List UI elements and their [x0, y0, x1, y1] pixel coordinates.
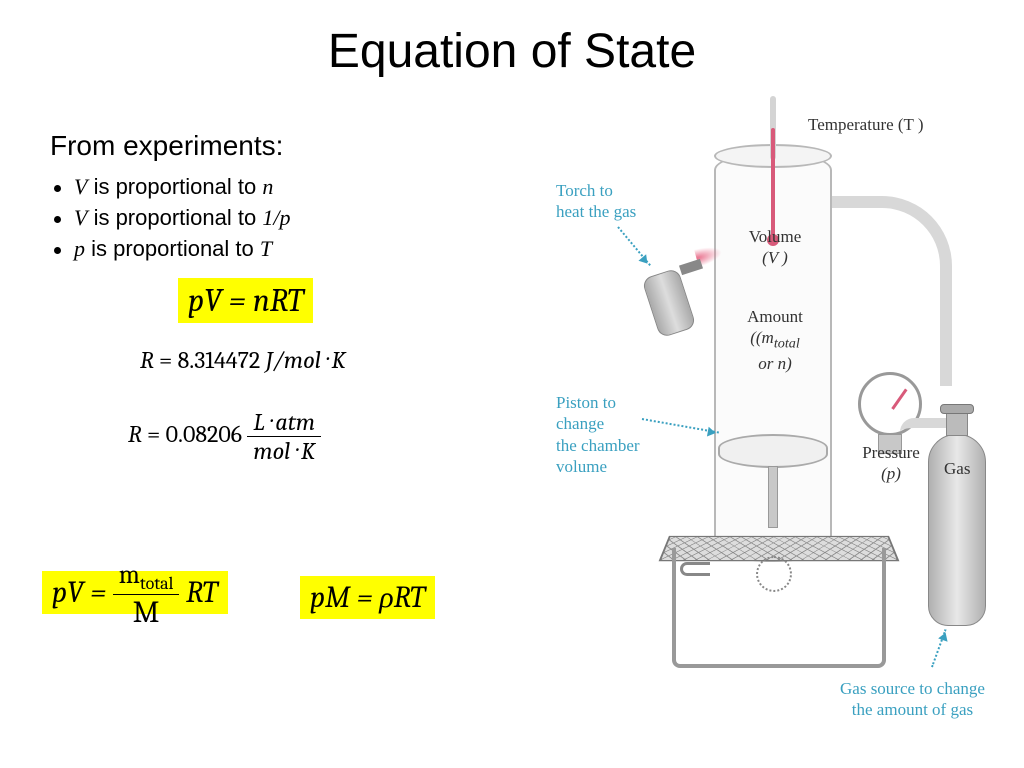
- label-torch: Torch to heat the gas: [556, 180, 636, 223]
- hose: [832, 196, 952, 386]
- tank-valve: [946, 412, 968, 436]
- equation-mass-form: pV = mtotalM RT: [42, 560, 228, 630]
- equation-r-si: R = 8.314472 J/mol · K: [140, 346, 346, 374]
- equation-ideal-gas: pV = nRT: [178, 282, 313, 319]
- bullet-var: 1/p: [262, 205, 290, 230]
- tank-hose: [900, 418, 948, 432]
- label-pressure: Pressure (p): [856, 442, 926, 485]
- label-gas: Gas: [944, 458, 970, 479]
- piston-rod: [768, 466, 778, 528]
- bullet-var: n: [262, 174, 273, 199]
- bullet-3: p is proportional to T: [50, 234, 290, 265]
- subtitle: From experiments:: [50, 130, 283, 162]
- crank-handle: [680, 562, 710, 576]
- fraction: mtotalM: [113, 560, 180, 630]
- arrow-icon: [617, 226, 651, 266]
- bullet-2: V is proportional to 1/p: [50, 203, 290, 234]
- arrow-icon: [931, 629, 947, 667]
- label-gas-source: Gas source to change the amount of gas: [840, 678, 985, 721]
- bullet-var: T: [260, 236, 272, 261]
- bullet-var: p: [74, 236, 85, 261]
- label-piston: Piston to change the chamber volume: [556, 392, 640, 477]
- tank-handle: [940, 404, 974, 414]
- label-volume: Volume (V ): [740, 226, 810, 269]
- thermometer-mercury: [771, 128, 775, 240]
- bullet-var: V: [74, 205, 87, 230]
- equation-density-form: pM = ρRT: [300, 580, 435, 615]
- torch-body: [641, 268, 696, 339]
- gear-icon: [756, 556, 792, 592]
- equation-r-atm: R = 0.08206 L · atmmol · K: [128, 408, 321, 465]
- label-amount: Amount ((mtotal or n): [738, 306, 812, 375]
- torch-nozzle: [679, 259, 703, 275]
- slide-title: Equation of State: [0, 24, 1024, 79]
- fraction: L · atmmol · K: [247, 408, 321, 465]
- label-temperature: Temperature (T ): [808, 114, 924, 135]
- bullet-var: V: [74, 174, 87, 199]
- arrow-icon: [642, 418, 719, 434]
- bullet-1: V is proportional to n: [50, 172, 290, 203]
- bullet-list: V is proportional to n V is proportional…: [50, 172, 290, 264]
- piston: [718, 434, 828, 468]
- apparatus-diagram: Temperature (T ) Torch to heat the gas V…: [556, 96, 1016, 736]
